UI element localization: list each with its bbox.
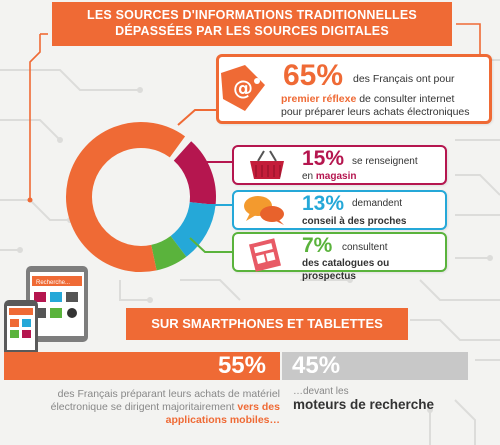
tag-at-symbol: @ (233, 76, 253, 100)
basket-icon (250, 150, 284, 179)
stat-card-proches: 13% demandent conseil à des proches (232, 190, 447, 230)
stat-pct-magasin: 15% (302, 147, 345, 170)
apps-description: des Français préparant leurs achats de m… (50, 388, 280, 427)
stat-pct-proches: 13% (302, 192, 345, 215)
donut-segment-catalogues (150, 235, 187, 271)
stat-bold-magasin: en magasin (302, 171, 357, 182)
stat-text-internet: des Français ont pour premier réflexe de… (281, 73, 491, 119)
smartphones-banner: SUR SMARTPHONES ET TABLETTES (126, 308, 408, 340)
title-line-1: LES SOURCES D'INFORMATIONS TRADITIONNELL… (87, 8, 417, 22)
title-banner: LES SOURCES D'INFORMATIONS TRADITIONNELL… (52, 2, 452, 46)
stat-text-c: de consulter internet (359, 93, 455, 105)
donut-chart (66, 122, 216, 272)
stat-card-internet: @ 65% des Français ont pour premier réfl… (216, 54, 492, 124)
title-line-2: DÉPASSÉES PAR LES SOURCES DIGITALES (115, 24, 389, 38)
donut-segment-proches (170, 201, 216, 257)
search-description: …devant les moteurs de recherche (293, 386, 473, 411)
stat-bold-catalogues: des catalogues ou prospectus (302, 258, 390, 282)
tablet-search-text: Recherche... (36, 280, 70, 286)
speech-bubbles-icon (244, 196, 284, 225)
stat-text-magasin: se renseignent (352, 156, 418, 167)
bar-apps: 55% (4, 352, 280, 380)
stat-pct-catalogues: 7% (302, 234, 333, 257)
stat-text-catalogues: consultent (342, 242, 388, 253)
stat-bold-proches: conseil à des proches (302, 216, 407, 227)
bar-apps-pct: 55% (217, 352, 266, 379)
donut-segment-internet (66, 122, 186, 272)
bar-search-engines: 45% (282, 352, 468, 380)
stat-card-catalogues: 7% consultent des catalogues ou prospect… (232, 232, 447, 282)
price-tag-icon: @ (221, 65, 265, 111)
devices-illustration: Recherche... (4, 266, 88, 358)
stat-text-a: des Français ont pour (353, 73, 455, 85)
apps-description-text: des Français préparant leurs achats de m… (50, 388, 280, 413)
donut-segment-magasin (173, 141, 216, 205)
stat-bold-magasin-word: magasin (315, 171, 357, 182)
stat-text-d: pour préparer leurs achats électroniques (281, 106, 470, 118)
stat-pct-internet: 65% (283, 59, 344, 92)
stat-text-proches: demandent (352, 198, 403, 209)
stat-text-b: premier réflexe (281, 93, 357, 105)
bar-search-engines-pct: 45% (292, 352, 341, 379)
search-description-bold: moteurs de recherche (293, 397, 435, 412)
apps-description-bold: vers des applications mobiles… (165, 401, 280, 426)
stat-card-magasin: 15% se renseignent en magasin (232, 145, 447, 185)
catalog-icon (248, 238, 282, 272)
search-description-text: …devant les (293, 386, 349, 397)
